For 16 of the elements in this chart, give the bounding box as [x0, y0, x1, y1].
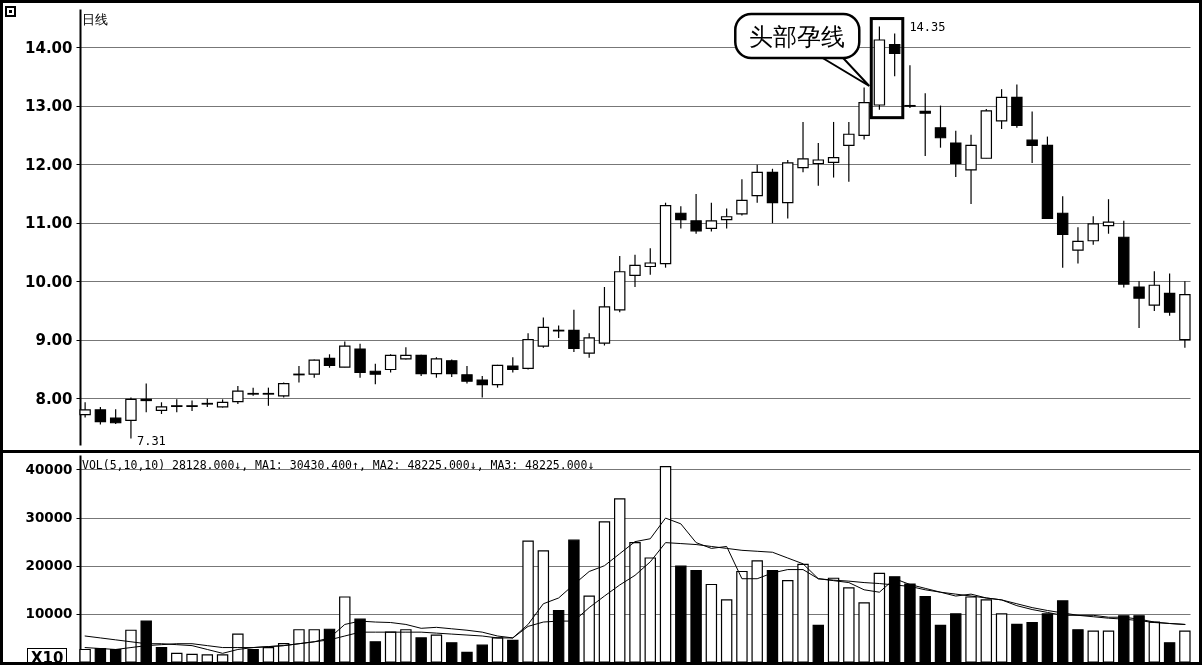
y-tick-label: 8.00	[35, 389, 73, 408]
annotation: 14.35	[909, 19, 946, 34]
y-tick-label: 30000	[25, 509, 73, 526]
chart-title: 日线	[82, 12, 108, 27]
annotation: 7.31	[136, 433, 166, 448]
y-tick-label: 40000	[25, 460, 73, 477]
y-tick-label: 20000	[25, 557, 73, 574]
y-tick-label: 12.00	[25, 155, 73, 174]
y-tick-label: 14.00	[25, 38, 73, 57]
y-tick-label: 11.00	[25, 214, 73, 233]
y-tick-label: 10.00	[25, 272, 73, 291]
chart-title: VOL(5,10,10) 28128.000↓, MA1: 30430.400↑, MA2: 48225.000↓, MA3: 48225.000↓	[82, 457, 595, 472]
y-tick-label: 9.00	[35, 331, 73, 350]
y-tick-label: 10000	[25, 605, 73, 622]
y-tick-label: 13.00	[25, 97, 73, 116]
annotation: 头部孕线	[749, 23, 846, 51]
